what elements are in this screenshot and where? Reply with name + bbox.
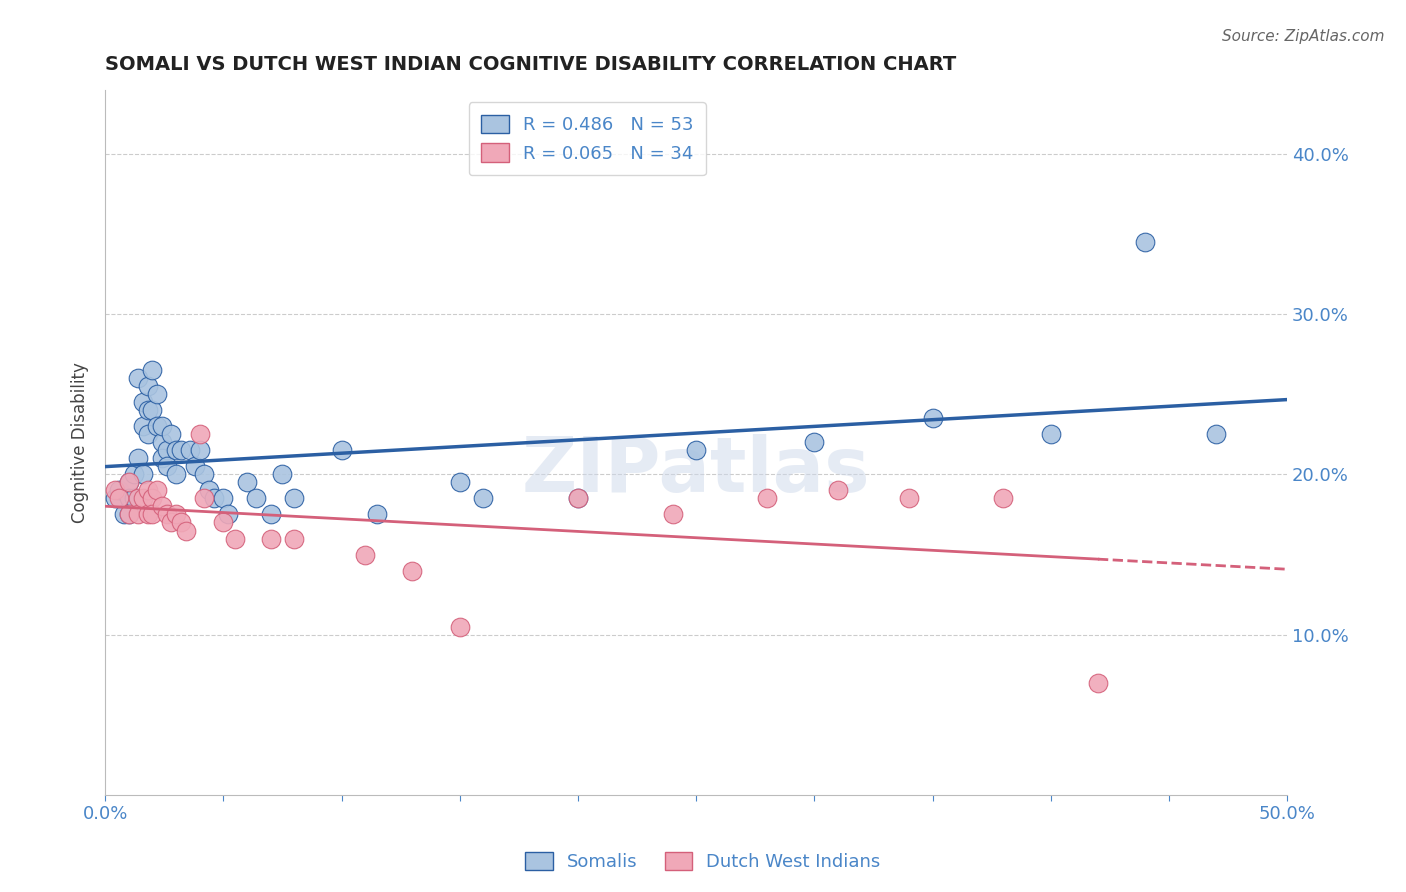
Point <box>188 443 211 458</box>
Point <box>184 459 207 474</box>
Point <box>136 508 159 522</box>
Point <box>330 443 353 458</box>
Point <box>567 491 589 506</box>
Point <box>271 467 294 482</box>
Point <box>146 419 169 434</box>
Point <box>160 427 183 442</box>
Point <box>756 491 779 506</box>
Point <box>132 491 155 506</box>
Point <box>165 508 187 522</box>
Point <box>803 435 825 450</box>
Point <box>827 483 849 498</box>
Point <box>104 483 127 498</box>
Point <box>188 427 211 442</box>
Point <box>118 475 141 490</box>
Text: Source: ZipAtlas.com: Source: ZipAtlas.com <box>1222 29 1385 44</box>
Point <box>170 443 193 458</box>
Point <box>212 491 235 506</box>
Point <box>283 532 305 546</box>
Point <box>127 451 149 466</box>
Legend: R = 0.486   N = 53, R = 0.065   N = 34: R = 0.486 N = 53, R = 0.065 N = 34 <box>468 103 706 175</box>
Point <box>661 508 683 522</box>
Point <box>150 419 173 434</box>
Point <box>245 491 267 506</box>
Point <box>567 491 589 506</box>
Point <box>127 508 149 522</box>
Point <box>118 475 141 490</box>
Point <box>897 491 920 506</box>
Point <box>108 483 131 498</box>
Point <box>366 508 388 522</box>
Point <box>217 508 239 522</box>
Point <box>150 500 173 514</box>
Point <box>685 443 707 458</box>
Point <box>112 508 135 522</box>
Legend: Somalis, Dutch West Indians: Somalis, Dutch West Indians <box>519 845 887 879</box>
Point <box>150 451 173 466</box>
Point <box>132 419 155 434</box>
Point <box>179 443 201 458</box>
Point <box>104 491 127 506</box>
Point <box>141 508 163 522</box>
Point <box>401 564 423 578</box>
Point <box>354 548 377 562</box>
Point <box>118 508 141 522</box>
Point <box>193 467 215 482</box>
Point <box>1135 235 1157 249</box>
Point <box>122 467 145 482</box>
Point <box>146 387 169 401</box>
Point <box>127 491 149 506</box>
Point <box>132 467 155 482</box>
Point <box>198 483 221 498</box>
Point <box>993 491 1015 506</box>
Point <box>141 363 163 377</box>
Point <box>118 508 141 522</box>
Point <box>141 403 163 417</box>
Y-axis label: Cognitive Disability: Cognitive Disability <box>72 362 89 523</box>
Point <box>156 508 179 522</box>
Point <box>136 403 159 417</box>
Point <box>150 435 173 450</box>
Point <box>193 491 215 506</box>
Point <box>260 532 283 546</box>
Point <box>449 620 471 634</box>
Text: ZIPatlas: ZIPatlas <box>522 434 870 508</box>
Point <box>921 411 943 425</box>
Point <box>212 516 235 530</box>
Point <box>122 491 145 506</box>
Point <box>127 371 149 385</box>
Point <box>236 475 259 490</box>
Point <box>472 491 495 506</box>
Point <box>165 443 187 458</box>
Point <box>449 475 471 490</box>
Point <box>283 491 305 506</box>
Point <box>136 427 159 442</box>
Point <box>174 524 197 538</box>
Point <box>136 379 159 393</box>
Point <box>156 443 179 458</box>
Point <box>141 491 163 506</box>
Point <box>136 483 159 498</box>
Point <box>1039 427 1062 442</box>
Point <box>108 491 131 506</box>
Point <box>132 395 155 409</box>
Point <box>202 491 225 506</box>
Point <box>156 459 179 474</box>
Point <box>146 483 169 498</box>
Point <box>1205 427 1227 442</box>
Point <box>160 516 183 530</box>
Point <box>165 467 187 482</box>
Point <box>170 516 193 530</box>
Text: SOMALI VS DUTCH WEST INDIAN COGNITIVE DISABILITY CORRELATION CHART: SOMALI VS DUTCH WEST INDIAN COGNITIVE DI… <box>105 55 956 74</box>
Point <box>1087 676 1109 690</box>
Point <box>118 491 141 506</box>
Point <box>260 508 283 522</box>
Point <box>224 532 246 546</box>
